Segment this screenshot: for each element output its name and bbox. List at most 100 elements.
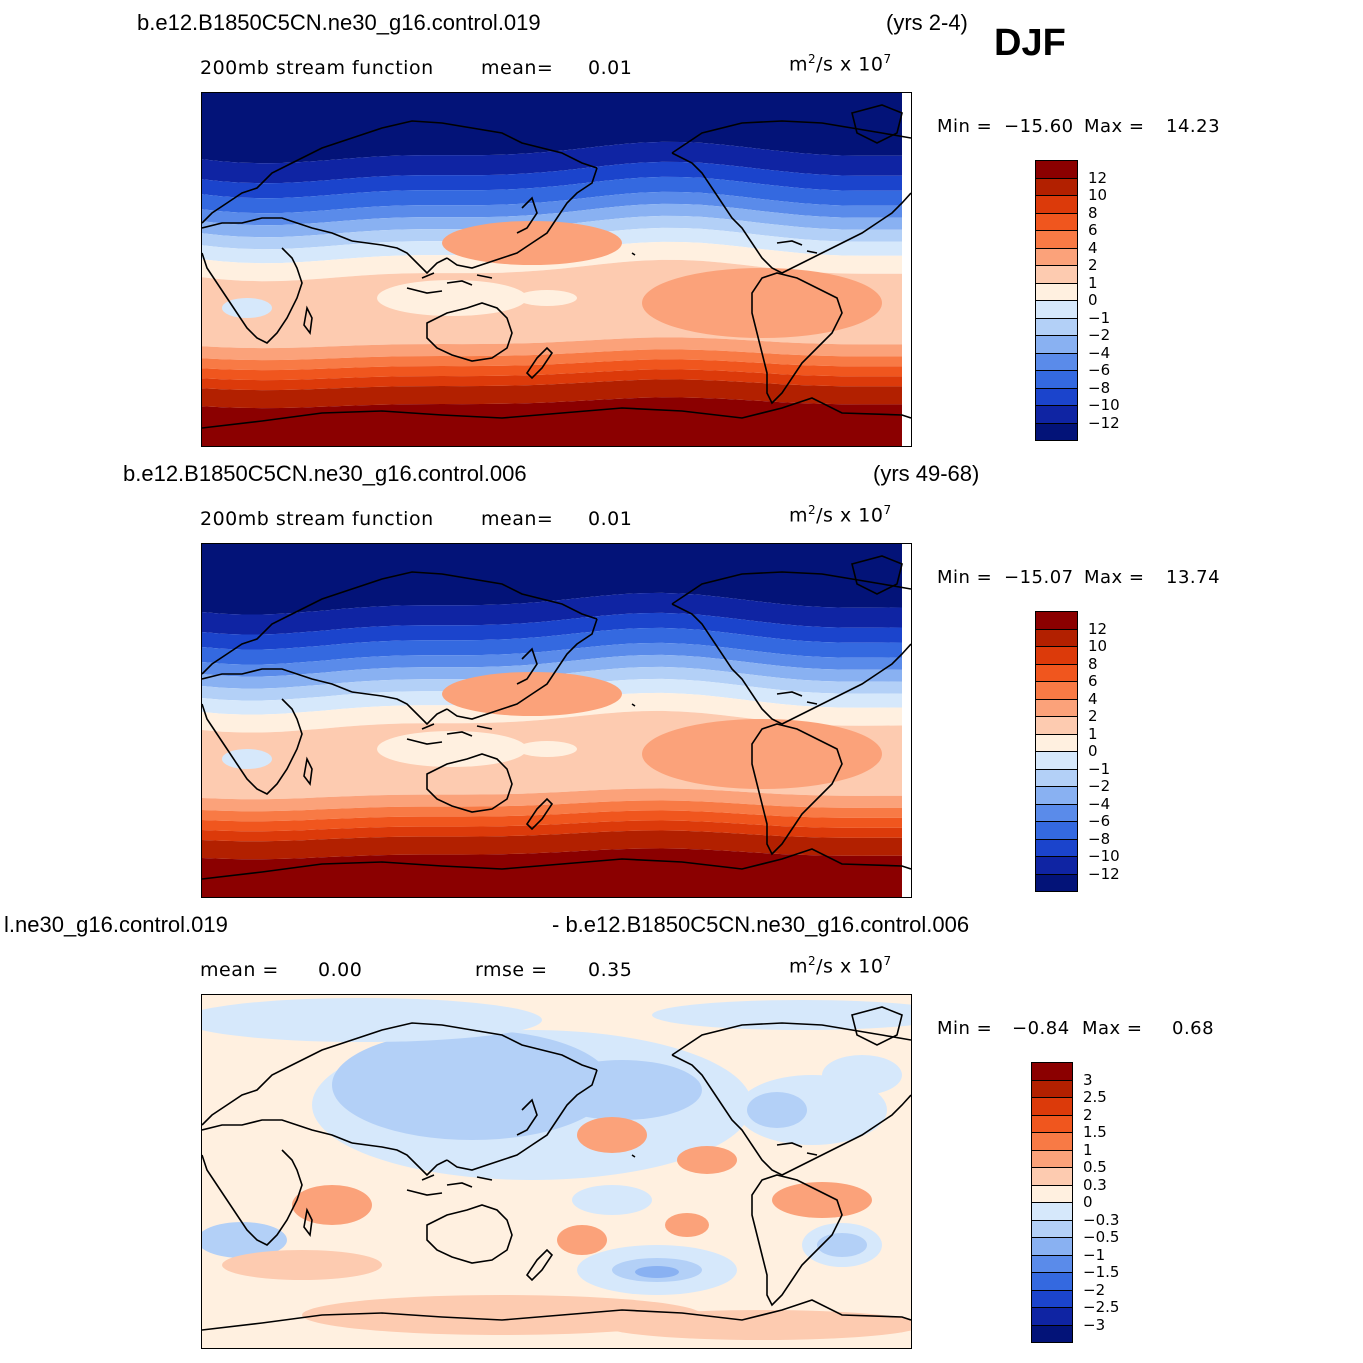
panel1-max-label: Max = [1084,116,1145,137]
coastline [202,668,353,693]
coastline [406,723,493,745]
colorbar-tick-label: 1 [1088,724,1098,743]
difference-contour [635,1266,679,1278]
colorbar-swatch [1035,317,1078,336]
panel3-mean-label: mean = [200,959,279,981]
contour-band [202,191,902,226]
colorbar-tick-label: 2 [1088,707,1098,725]
colorbar-tick-label: −8 [1088,378,1111,397]
colorbar-swatch [1035,663,1078,682]
difference-contour [292,1185,372,1225]
difference-contour [747,1092,807,1128]
colorbar-swatch [1035,873,1078,892]
coastline [781,192,911,274]
coastline [851,104,903,144]
colorbar-swatch [1035,300,1078,319]
colorbar-swatch [1035,628,1078,647]
colorbar-tick-label: 2.5 [1083,1088,1107,1106]
colorbar-tick-label: 8 [1088,203,1098,222]
panel3-mean-value: 0.00 [318,959,363,981]
colorbar-swatch [1031,1219,1073,1238]
coastline [202,120,598,224]
contour-band [202,788,902,812]
colorbar-tick-label: −0.5 [1083,1228,1120,1246]
contour-band [202,141,902,184]
panel1-min-label: Min = [937,116,993,137]
coastline [525,1248,554,1282]
colorbar-tick-label: −2 [1083,1280,1106,1299]
colorbar-swatch [1035,856,1078,875]
colorbar-swatch [1031,1132,1073,1151]
coastline [516,1098,538,1136]
coastline [776,240,818,254]
colorbar-tick-label: −4 [1088,794,1111,813]
colorbar-tick-label: −6 [1088,361,1111,379]
contour-band [202,654,902,689]
colorbar-tick-label: 2 [1083,1105,1093,1124]
panel3-case-title-right: - b.e12.B1850C5CN.ne30_g16.control.006 [552,912,970,937]
colorbar-swatch [1035,265,1078,284]
panel1-years: (yrs 2-4) [886,10,968,35]
colorbar-tick-label: 2 [1088,256,1098,274]
coastline [851,555,903,595]
panel1-variable-label: 200mb stream function [200,57,434,79]
contour-band [202,544,902,615]
colorbar-tick-label: −1.5 [1083,1263,1120,1281]
contour-band [202,337,902,361]
coastline [426,753,513,813]
coastline [446,618,598,720]
colorbar-tick-label: −0.3 [1083,1210,1120,1229]
difference-contour [202,1222,287,1258]
colorbar-tick-label: 3 [1083,1070,1093,1089]
coastline [202,397,911,429]
difference-contour [677,1146,737,1174]
panel1-mean-value: 0.01 [588,57,633,79]
colorbar-swatch [1035,195,1078,214]
colorbar-swatch [1031,1237,1073,1256]
difference-contour [665,1213,709,1237]
coastline [202,571,598,675]
colorbar-swatch [1031,1307,1073,1326]
panel1-case-title: b.e12.B1850C5CN.ne30_g16.control.019 [137,10,541,35]
coastline [525,346,554,380]
contour-band [202,810,902,832]
difference-contour [332,1030,612,1140]
contour-band [202,203,902,238]
panel3-max-value: 0.68 [1172,1018,1215,1039]
colorbar-swatch [1035,335,1078,354]
colorbar-tick-label: 6 [1088,672,1098,690]
coastline [446,1069,598,1171]
panel2-min-label: Min = [937,567,993,588]
panel3-rmse-label: rmse = [475,959,548,981]
colorbar-swatch [1035,611,1078,630]
contour-band [202,359,902,381]
difference-contour [557,1225,607,1255]
colorbar-tick-label: 1 [1083,1140,1093,1159]
colorbar-tick-label: 1.5 [1083,1123,1107,1141]
colorbar-swatch [1035,160,1078,179]
contour-feature [517,741,577,757]
colorbar-tick-label: −1 [1088,308,1111,327]
panel2-units: m2/s x 107 [789,503,892,527]
colorbar-swatch [1035,387,1078,406]
coastline [202,1022,598,1126]
coastline [426,302,513,362]
contour-band [202,349,902,371]
coastline [426,1204,513,1264]
colorbar-swatch [1031,1097,1073,1116]
coastline [631,252,636,256]
colorbar-tick-label: 12 [1088,168,1108,187]
colorbar-swatch [1035,698,1078,717]
colorbar-swatch [1035,786,1078,805]
colorbar-swatch [1031,1272,1073,1291]
difference-contour [577,1117,647,1153]
contour-band [202,800,902,822]
contour-band [202,848,902,897]
coastline [781,643,911,725]
panel3-difference-map [201,994,912,1349]
colorbar-tick-label: 4 [1088,238,1098,257]
coastline [351,1142,448,1177]
colorbar-swatch [1035,247,1078,266]
coastline [631,703,636,707]
coastline [776,1142,818,1156]
